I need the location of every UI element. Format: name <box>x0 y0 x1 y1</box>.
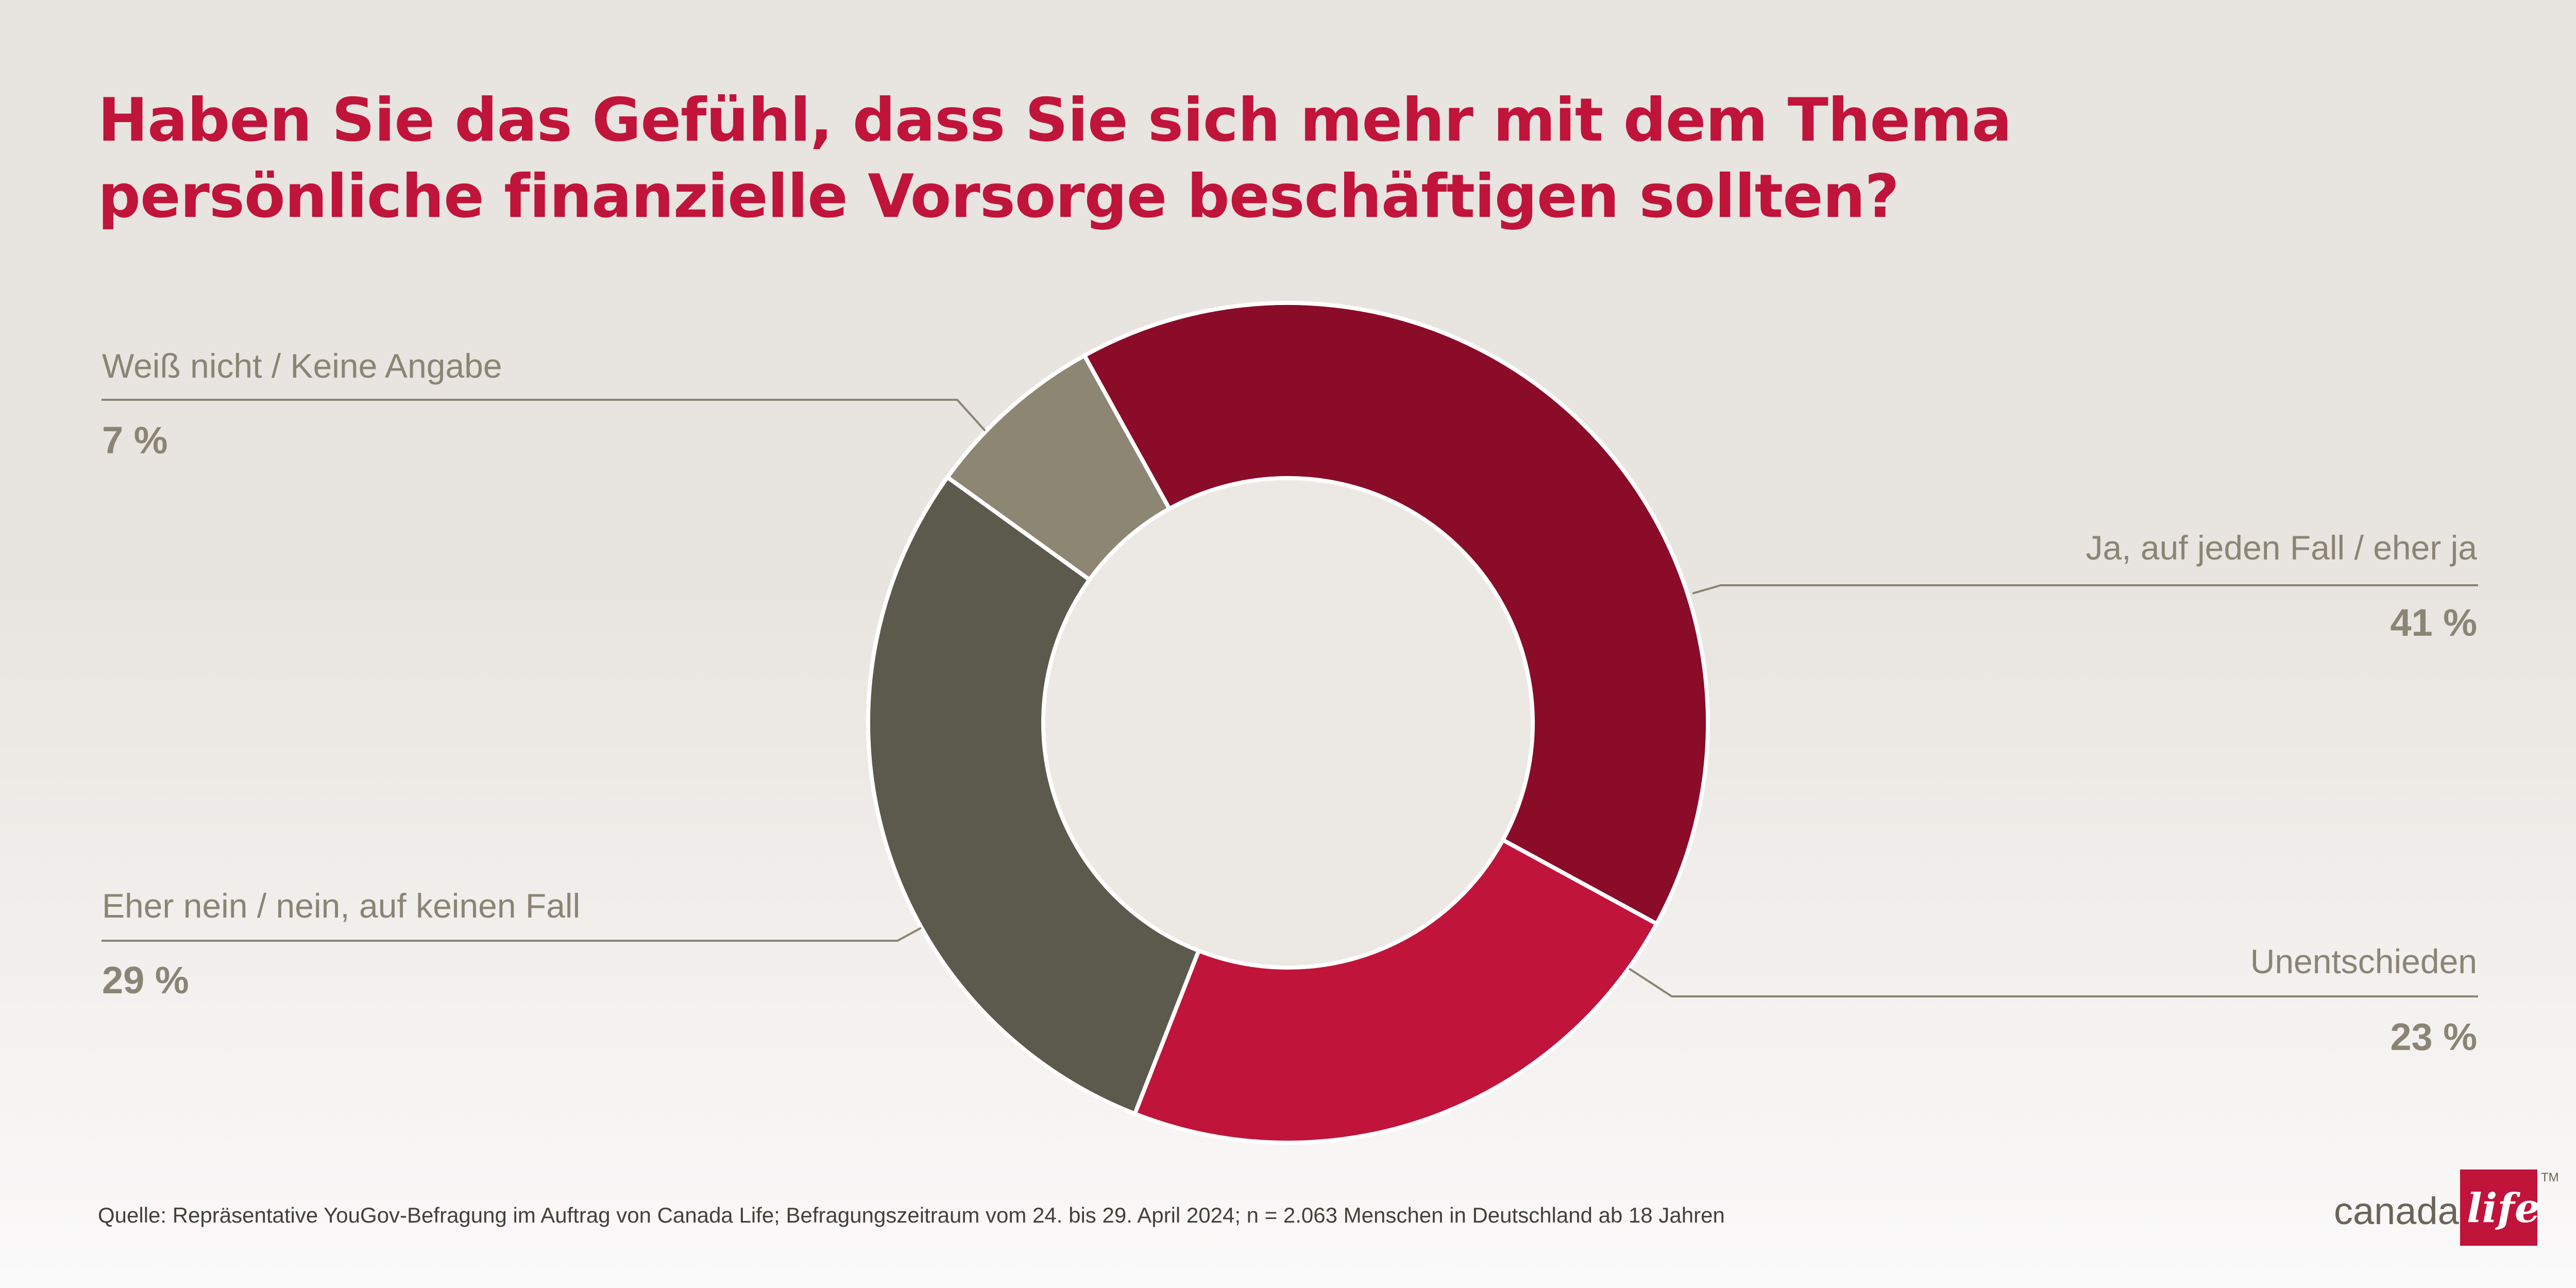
leader-line-ja <box>1692 584 2478 595</box>
donut-hole <box>1045 480 1531 965</box>
canada-life-logo: canada life TM <box>2334 1170 2559 1257</box>
logo-wordmark: canada <box>2334 1190 2459 1232</box>
slice-ja <box>1082 301 1710 926</box>
logo-red-box <box>2460 1170 2537 1246</box>
slice-label-eher-nein: Eher nein / nein, auf keinen Fall <box>102 887 581 925</box>
slice-label-weiss-nicht: Weiß nicht / Keine Angabe <box>102 347 502 385</box>
slice-label-unentschieden: Unentschieden <box>2250 942 2477 980</box>
slice-eher-nein <box>866 475 1201 1116</box>
logo-script: life <box>2467 1185 2540 1232</box>
slice-unentschieden <box>1132 838 1659 1145</box>
slice-value-unentschieden: 23 % <box>2390 1015 2477 1058</box>
donut-slices <box>866 301 1710 1145</box>
leader-lines <box>101 399 2478 997</box>
source-note: Quelle: Repräsentative YouGov-Befragung … <box>98 1203 1725 1227</box>
slice-weiss-nicht <box>945 353 1172 582</box>
slice-value-eher-nein: 29 % <box>102 959 189 1002</box>
slice-value-weiss-nicht: 7 % <box>102 419 168 462</box>
logo-trademark: TM <box>2541 1171 2559 1184</box>
slice-label-ja: Ja, auf jeden Fall / eher ja <box>2086 529 2477 567</box>
chart-title: Haben Sie das Gefühl, dass Sie sich mehr… <box>98 86 2012 231</box>
leader-line-unentschieden <box>1628 968 2478 997</box>
leader-line-eher-nein <box>101 927 922 942</box>
slice-value-ja: 41 % <box>2390 601 2477 644</box>
leader-line-weiss-nicht <box>101 399 986 432</box>
